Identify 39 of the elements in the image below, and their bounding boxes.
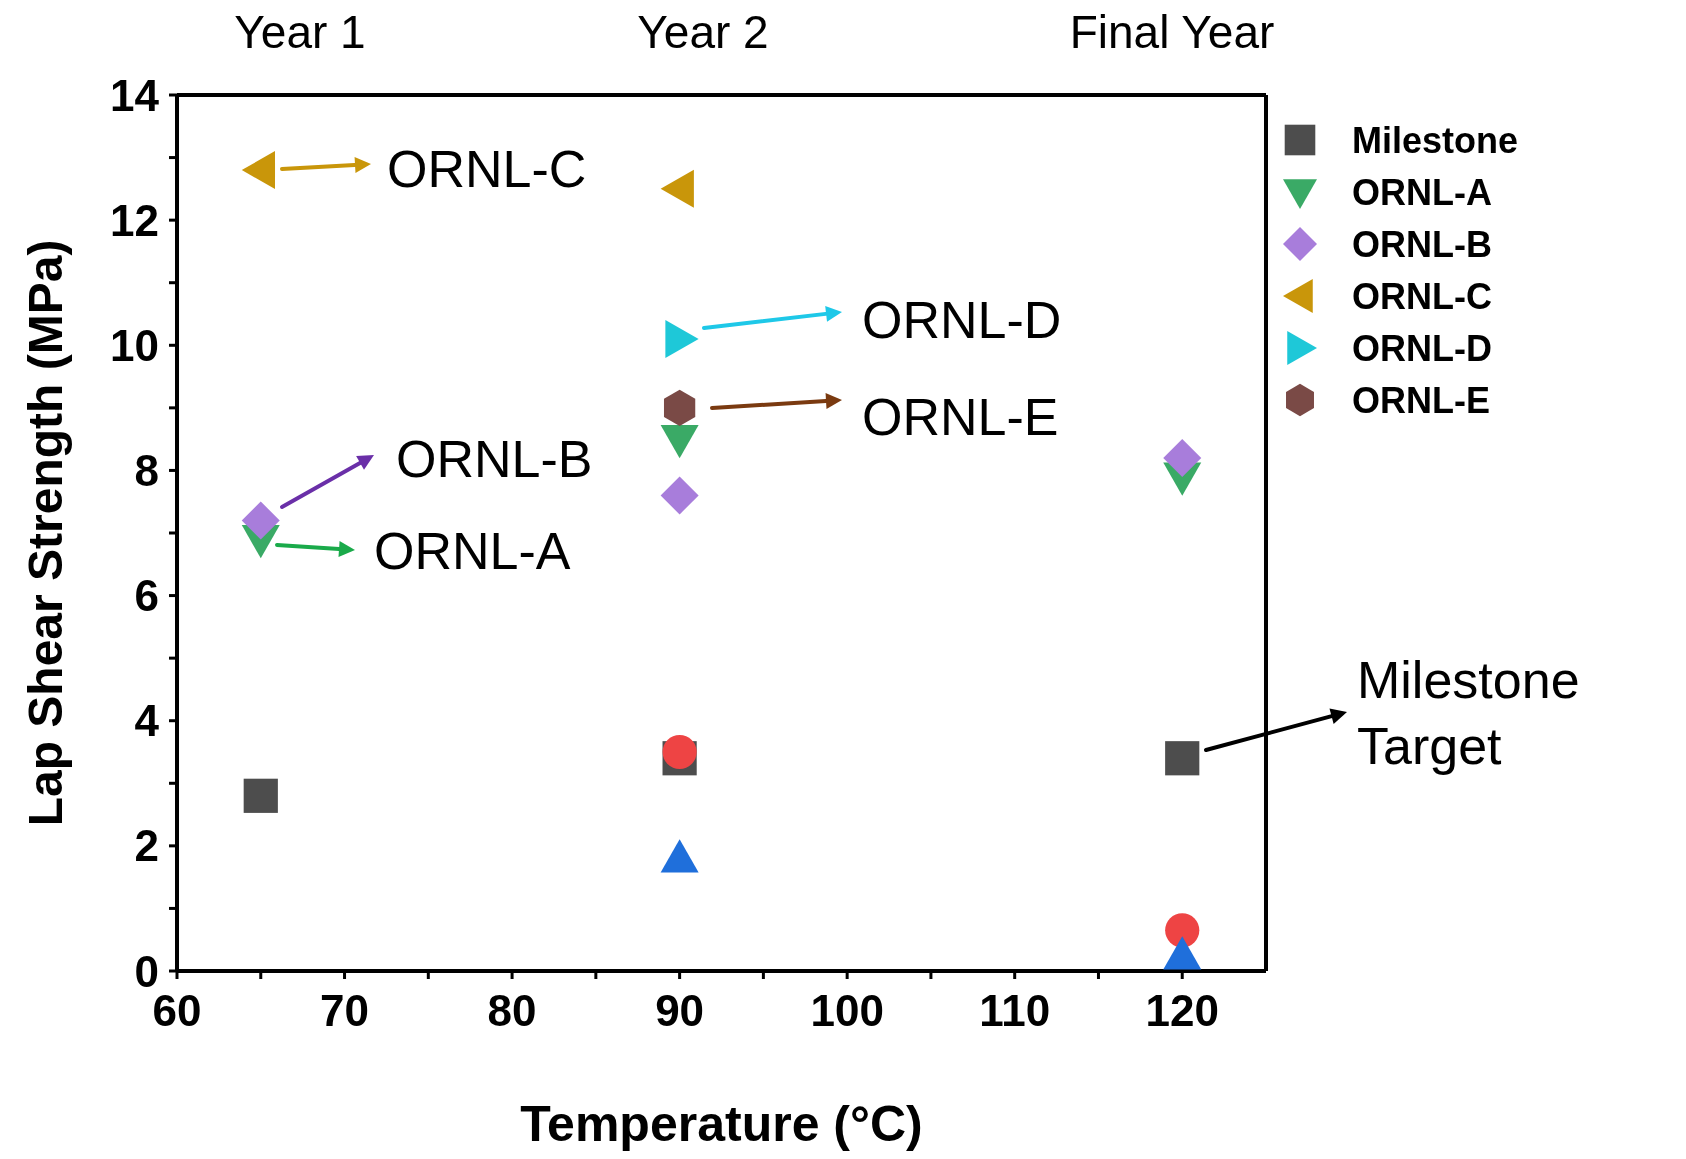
text: Milestone Target (1357, 651, 1580, 775)
y-axis-title: Lap Shear Strength (MPa) (19, 239, 72, 827)
annotation: ORNL-A (374, 522, 571, 580)
point (1165, 741, 1200, 776)
text: Year 1 (234, 6, 366, 58)
x-tick-label: 80 (487, 986, 537, 1036)
y-tick-label: 6 (134, 571, 159, 621)
x-tick-label: 90 (655, 986, 705, 1036)
legend-label: ORNL-D (1352, 327, 1492, 369)
y-tick-label: 12 (110, 195, 159, 245)
y-tick-label: 10 (110, 320, 159, 370)
legend-label: ORNL-E (1352, 379, 1490, 421)
y-tick-label: 8 (134, 445, 159, 495)
x-tick-label: 110 (979, 986, 1051, 1036)
text: Final Year (1069, 6, 1275, 58)
point (243, 778, 278, 813)
point (1165, 913, 1200, 948)
point (660, 476, 699, 515)
y-tick-label: 14 (110, 70, 160, 120)
annotation: ORNL-D (862, 291, 1062, 349)
legend-label: ORNL-A (1352, 171, 1492, 213)
annotation: ORNL-B (396, 430, 593, 488)
text: Year 2 (637, 6, 769, 58)
point (241, 501, 280, 540)
legend-label: Milestone (1352, 119, 1519, 161)
legend-label: ORNL-C (1352, 275, 1492, 317)
legend-label: ORNL-B (1352, 223, 1492, 265)
x-tick-label: 100 (810, 986, 884, 1036)
x-axis-title: Temperature (°C) (520, 1096, 923, 1152)
x-tick-label: 120 (1145, 986, 1219, 1036)
x-tick-label: 70 (320, 986, 370, 1036)
annotation: ORNL-E (862, 388, 1059, 446)
point (241, 151, 276, 190)
y-tick-label: 4 (134, 696, 160, 746)
point (662, 734, 697, 770)
annotation: ORNL-C (387, 140, 587, 198)
point (1163, 438, 1202, 477)
point (663, 389, 696, 426)
y-tick-label: 2 (134, 821, 159, 871)
